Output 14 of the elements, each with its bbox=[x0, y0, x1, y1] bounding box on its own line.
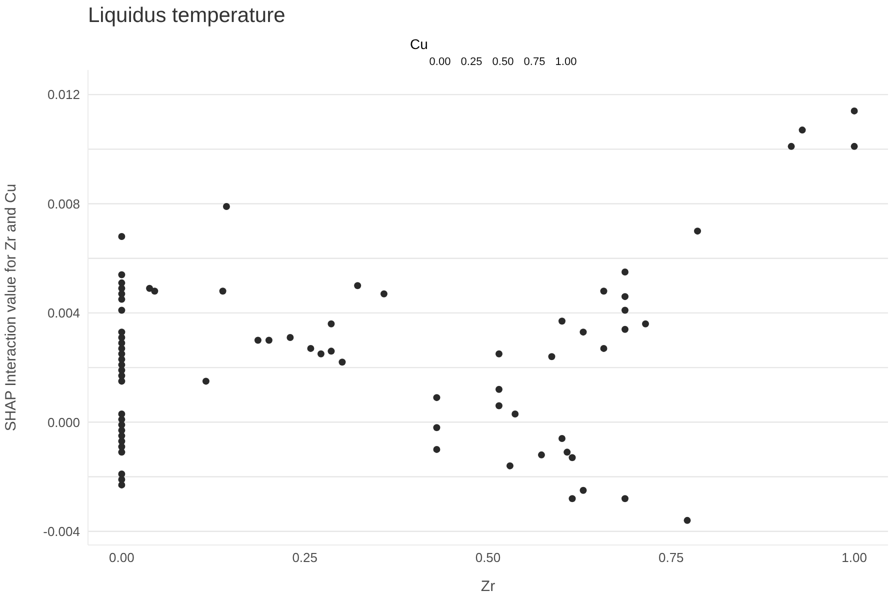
y-tick-label: -0.004 bbox=[43, 524, 80, 539]
x-axis-title: Zr bbox=[480, 578, 496, 593]
y-axis-title: SHAP Interaction value for Zr and Cu bbox=[2, 184, 20, 432]
x-tick-label: 1.00 bbox=[842, 550, 867, 566]
legend-title: Cu bbox=[410, 36, 428, 52]
x-tick-label: 0.25 bbox=[292, 550, 318, 566]
y-tick-label: 0.008 bbox=[47, 196, 80, 212]
chart-title: Liquidus temperature bbox=[88, 4, 286, 28]
x-tick-label: 0.50 bbox=[475, 550, 501, 566]
y-tick-label: 0.004 bbox=[47, 306, 80, 321]
x-tick-label: 0.00 bbox=[109, 550, 134, 566]
y-tick-label: 0.012 bbox=[47, 87, 80, 102]
y-tick-label: 0.000 bbox=[47, 414, 80, 430]
x-tick-label: 0.75 bbox=[658, 550, 684, 566]
